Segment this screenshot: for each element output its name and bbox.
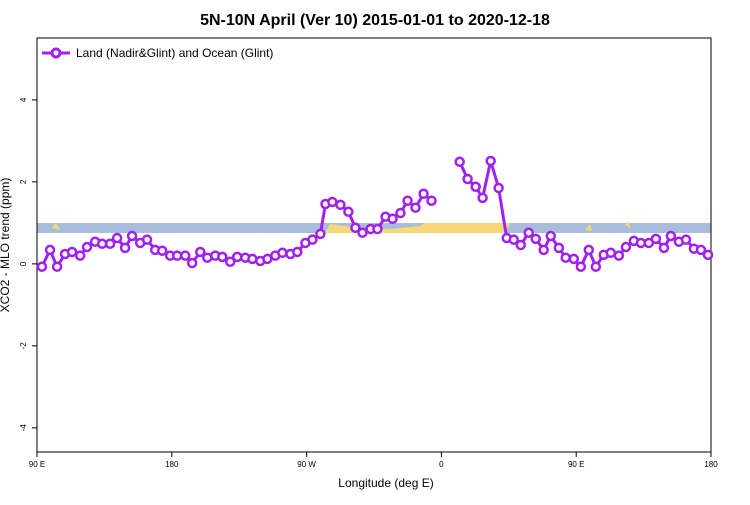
point	[335, 199, 346, 211]
point	[545, 230, 556, 242]
point	[292, 246, 303, 258]
point	[470, 181, 481, 193]
point	[553, 242, 565, 254]
x-tick-label: 90 W	[297, 460, 316, 469]
point	[613, 250, 625, 261]
x-axis-label: Longitude (deg E)	[338, 476, 433, 490]
point	[180, 250, 191, 261]
point	[658, 242, 670, 254]
x-tick-label: 90 E	[29, 460, 45, 469]
y-axis-label: XCO2 - MLO trend (ppm)	[0, 178, 12, 313]
y-tick-label: 4	[19, 97, 28, 102]
point	[277, 247, 288, 259]
point	[523, 227, 534, 238]
point	[156, 245, 168, 256]
point	[680, 234, 692, 245]
point	[485, 155, 496, 167]
point	[51, 261, 63, 272]
point	[560, 252, 571, 263]
plot-frame	[36, 37, 712, 453]
point	[418, 188, 429, 200]
point	[493, 182, 504, 194]
point	[141, 234, 153, 245]
point	[315, 228, 326, 240]
y-tick-label: 0	[19, 261, 28, 266]
point	[395, 207, 406, 219]
point	[217, 251, 228, 263]
point	[119, 242, 131, 254]
point	[126, 230, 138, 242]
point	[232, 251, 243, 263]
point	[530, 233, 542, 245]
point	[81, 241, 93, 253]
point	[426, 195, 437, 206]
x-tick-label: 0	[439, 460, 444, 469]
point	[171, 250, 183, 261]
point	[327, 196, 338, 208]
x-tick-label: 180	[704, 460, 718, 469]
point	[357, 227, 368, 238]
x-tick-label: 90 E	[568, 460, 584, 469]
point	[66, 246, 78, 258]
point	[605, 247, 617, 259]
point	[224, 256, 236, 268]
chart-title: 5N-10N April (Ver 10) 2015-01-01 to 2020…	[200, 12, 550, 29]
point	[402, 195, 413, 206]
point	[477, 192, 488, 204]
point	[454, 156, 465, 168]
point	[508, 234, 519, 245]
point	[538, 244, 549, 256]
point	[343, 206, 354, 218]
point	[307, 234, 318, 245]
legend: Land (Nadir&Glint) and Ocean (Glint)	[42, 46, 273, 60]
point	[186, 257, 198, 269]
point	[515, 239, 527, 251]
point	[111, 232, 123, 244]
x-tick-label: 180	[165, 460, 179, 469]
point	[620, 241, 632, 253]
y-tick-label: 2	[19, 179, 28, 184]
legend-label: Land (Nadir&Glint) and Ocean (Glint)	[76, 46, 273, 60]
point	[350, 222, 361, 234]
point	[74, 250, 86, 261]
point	[462, 173, 473, 185]
point	[590, 261, 602, 272]
point	[195, 246, 206, 258]
point	[372, 223, 383, 235]
point	[695, 244, 707, 256]
point	[665, 230, 677, 242]
point	[104, 238, 116, 250]
point	[650, 233, 662, 245]
point	[387, 213, 398, 225]
point	[410, 202, 421, 213]
point	[575, 261, 587, 272]
point	[44, 244, 56, 256]
y-tick-label: -4	[19, 424, 28, 432]
legend-marker	[50, 47, 62, 59]
point	[583, 244, 595, 256]
point	[568, 253, 580, 265]
point	[36, 261, 48, 272]
point	[702, 249, 714, 261]
y-tick-label: -2	[19, 342, 28, 350]
